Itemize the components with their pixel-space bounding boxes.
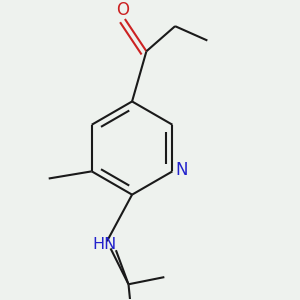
- Text: O: O: [117, 1, 130, 19]
- Text: HN: HN: [92, 237, 116, 252]
- Text: N: N: [175, 160, 188, 178]
